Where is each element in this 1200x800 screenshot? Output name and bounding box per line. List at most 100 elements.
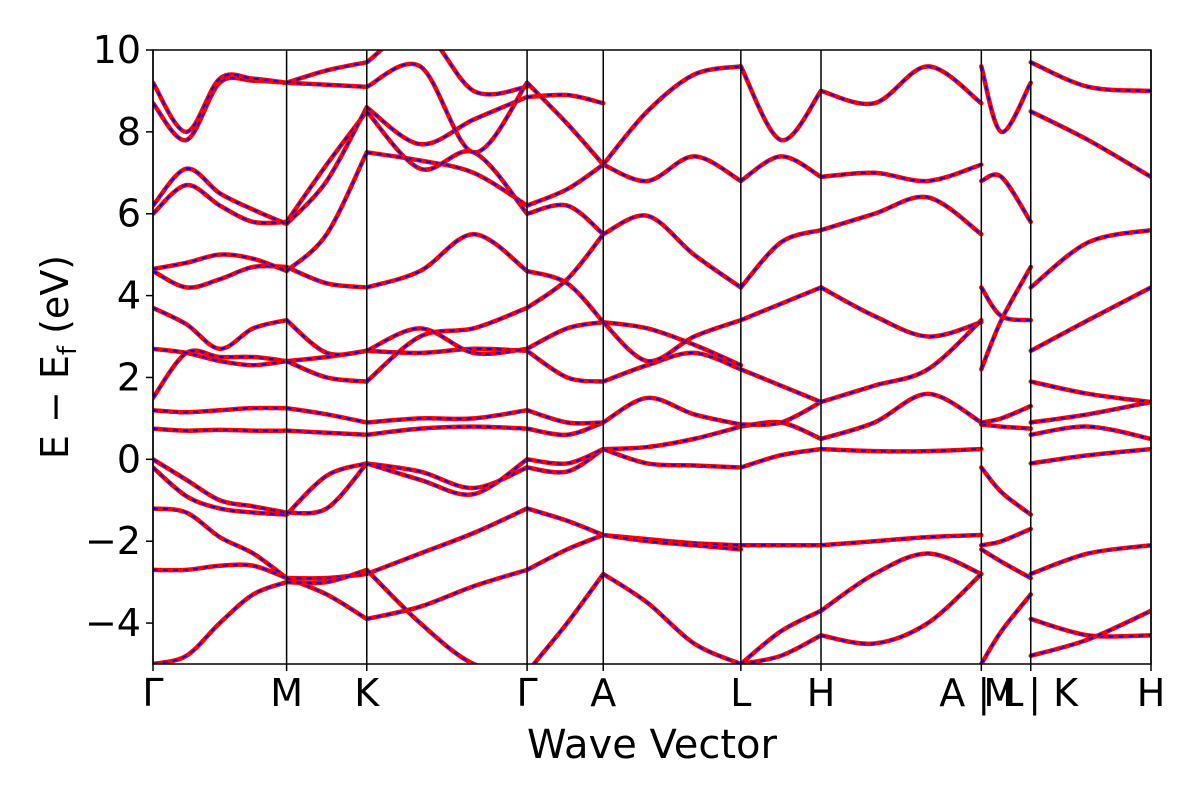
band-line-dashed bbox=[526, 534, 604, 571]
x-tick-label: H bbox=[1137, 671, 1166, 715]
band-line-dashed bbox=[526, 233, 605, 309]
band-line-dashed bbox=[286, 407, 367, 424]
high-symmetry-lines bbox=[152, 50, 1152, 664]
y-tick-label: 4 bbox=[117, 274, 141, 318]
band-line-dashed bbox=[1030, 110, 1151, 178]
band-line-dashed bbox=[602, 396, 742, 426]
band-line-solid bbox=[524, 348, 606, 384]
band-line-dashed bbox=[820, 534, 982, 547]
band-line-dashed bbox=[286, 81, 367, 88]
band-line-dashed bbox=[602, 448, 741, 469]
band-line-solid bbox=[979, 465, 1034, 517]
band-line-dashed bbox=[153, 507, 288, 579]
band-line-solid bbox=[153, 562, 289, 581]
band-line-dashed bbox=[981, 423, 1031, 430]
x-tick-label: A | L bbox=[939, 671, 1023, 716]
band-line-dashed bbox=[366, 569, 477, 664]
y-axis-label: E − Ef (eV) bbox=[33, 255, 83, 459]
band-line-dashed bbox=[366, 151, 528, 207]
band-line-dashed bbox=[526, 409, 604, 425]
band-line-dashed bbox=[820, 552, 982, 612]
band-line-dashed bbox=[366, 50, 528, 96]
band-line-dashed bbox=[286, 429, 367, 436]
band-line-dashed bbox=[1030, 401, 1151, 424]
band-line-solid bbox=[153, 305, 289, 352]
x-tick-label: M bbox=[270, 671, 303, 715]
band-line-solid bbox=[364, 305, 530, 384]
band-line-dashed bbox=[366, 233, 528, 289]
band-line-solid bbox=[600, 532, 744, 552]
band-line-solid bbox=[818, 391, 984, 442]
y-tick-label: 0 bbox=[117, 437, 141, 481]
band-line-solid bbox=[364, 231, 530, 290]
band-line-dashed bbox=[820, 65, 982, 105]
band-line-dashed bbox=[527, 93, 604, 105]
band-line-dashed bbox=[366, 110, 528, 215]
y-tick-label: 10 bbox=[93, 28, 141, 72]
band-line-dashed bbox=[820, 319, 983, 403]
band-line-solid bbox=[738, 154, 824, 184]
band-line-dashed bbox=[526, 163, 604, 207]
band-line-solid bbox=[364, 326, 530, 357]
band-line-dashed bbox=[366, 63, 528, 154]
band-line-dashed bbox=[153, 347, 287, 367]
x-tick-label: M | K bbox=[983, 671, 1079, 716]
band-line-solid bbox=[524, 319, 606, 352]
band-line-dashed bbox=[1030, 286, 1151, 352]
y-tick-label: −2 bbox=[85, 519, 141, 563]
band-line-dashed bbox=[740, 286, 822, 322]
band-line-dashed bbox=[603, 321, 742, 367]
band-line-dashed bbox=[286, 266, 367, 289]
band-line-solid bbox=[524, 407, 606, 426]
band-line-dashed bbox=[740, 609, 822, 664]
band-line-solid bbox=[1028, 227, 1151, 290]
band-line-solid bbox=[738, 227, 824, 290]
band-line-solid bbox=[524, 231, 606, 311]
band-line-dashed bbox=[820, 163, 982, 183]
band-line-dashed bbox=[602, 155, 742, 182]
band-line-solid bbox=[153, 263, 289, 290]
band-line-dashed bbox=[1030, 380, 1151, 404]
band-line-dashed bbox=[153, 581, 287, 664]
band-line-solid bbox=[530, 571, 606, 664]
band-line-dashed bbox=[1030, 61, 1151, 92]
y-axis-label-subscript: f bbox=[53, 345, 83, 355]
band-line-solid bbox=[600, 64, 744, 167]
band-line-solid bbox=[1028, 424, 1151, 442]
x-tick-label: A bbox=[590, 671, 616, 715]
band-line-dashed bbox=[740, 448, 822, 469]
band-line-solid bbox=[1028, 543, 1151, 577]
plot-frame bbox=[152, 49, 1152, 665]
band-line-dashed bbox=[286, 568, 368, 585]
band-line-dashed bbox=[153, 265, 287, 289]
band-line-dashed bbox=[285, 151, 368, 272]
band-line-dashed bbox=[980, 466, 1032, 516]
band-line-dashed bbox=[981, 527, 1032, 547]
band-line-dashed bbox=[980, 66, 1032, 133]
y-tick-label: 8 bbox=[117, 110, 141, 154]
band-line-solid bbox=[1028, 608, 1151, 659]
band-line-solid bbox=[600, 154, 744, 184]
band-line-solid bbox=[284, 317, 370, 358]
band-line-solid bbox=[979, 285, 1034, 323]
band-line-solid bbox=[600, 213, 744, 290]
band-line-dashed bbox=[602, 214, 742, 289]
band-line-solid bbox=[1028, 60, 1151, 94]
band-line-dashed bbox=[153, 563, 287, 579]
band-line-dashed bbox=[153, 306, 287, 350]
band-line-solid bbox=[153, 252, 289, 274]
band-line-dashed bbox=[526, 203, 604, 235]
band-line-dashed bbox=[153, 466, 287, 516]
y-axis-label-main: E − E bbox=[33, 355, 77, 459]
band-line-solid bbox=[738, 64, 824, 143]
y-tick-label: 2 bbox=[117, 355, 141, 399]
band-line-dashed bbox=[526, 270, 604, 323]
x-tick-label: K bbox=[354, 671, 380, 715]
band-line-dashed bbox=[526, 448, 604, 465]
band-line-dashed bbox=[153, 253, 287, 272]
band-line-dashed bbox=[602, 65, 742, 166]
band-line-solid bbox=[818, 64, 984, 107]
band-line-dashed bbox=[526, 507, 604, 536]
band-line-solid bbox=[979, 547, 1034, 581]
band-line-dashed bbox=[739, 65, 822, 142]
